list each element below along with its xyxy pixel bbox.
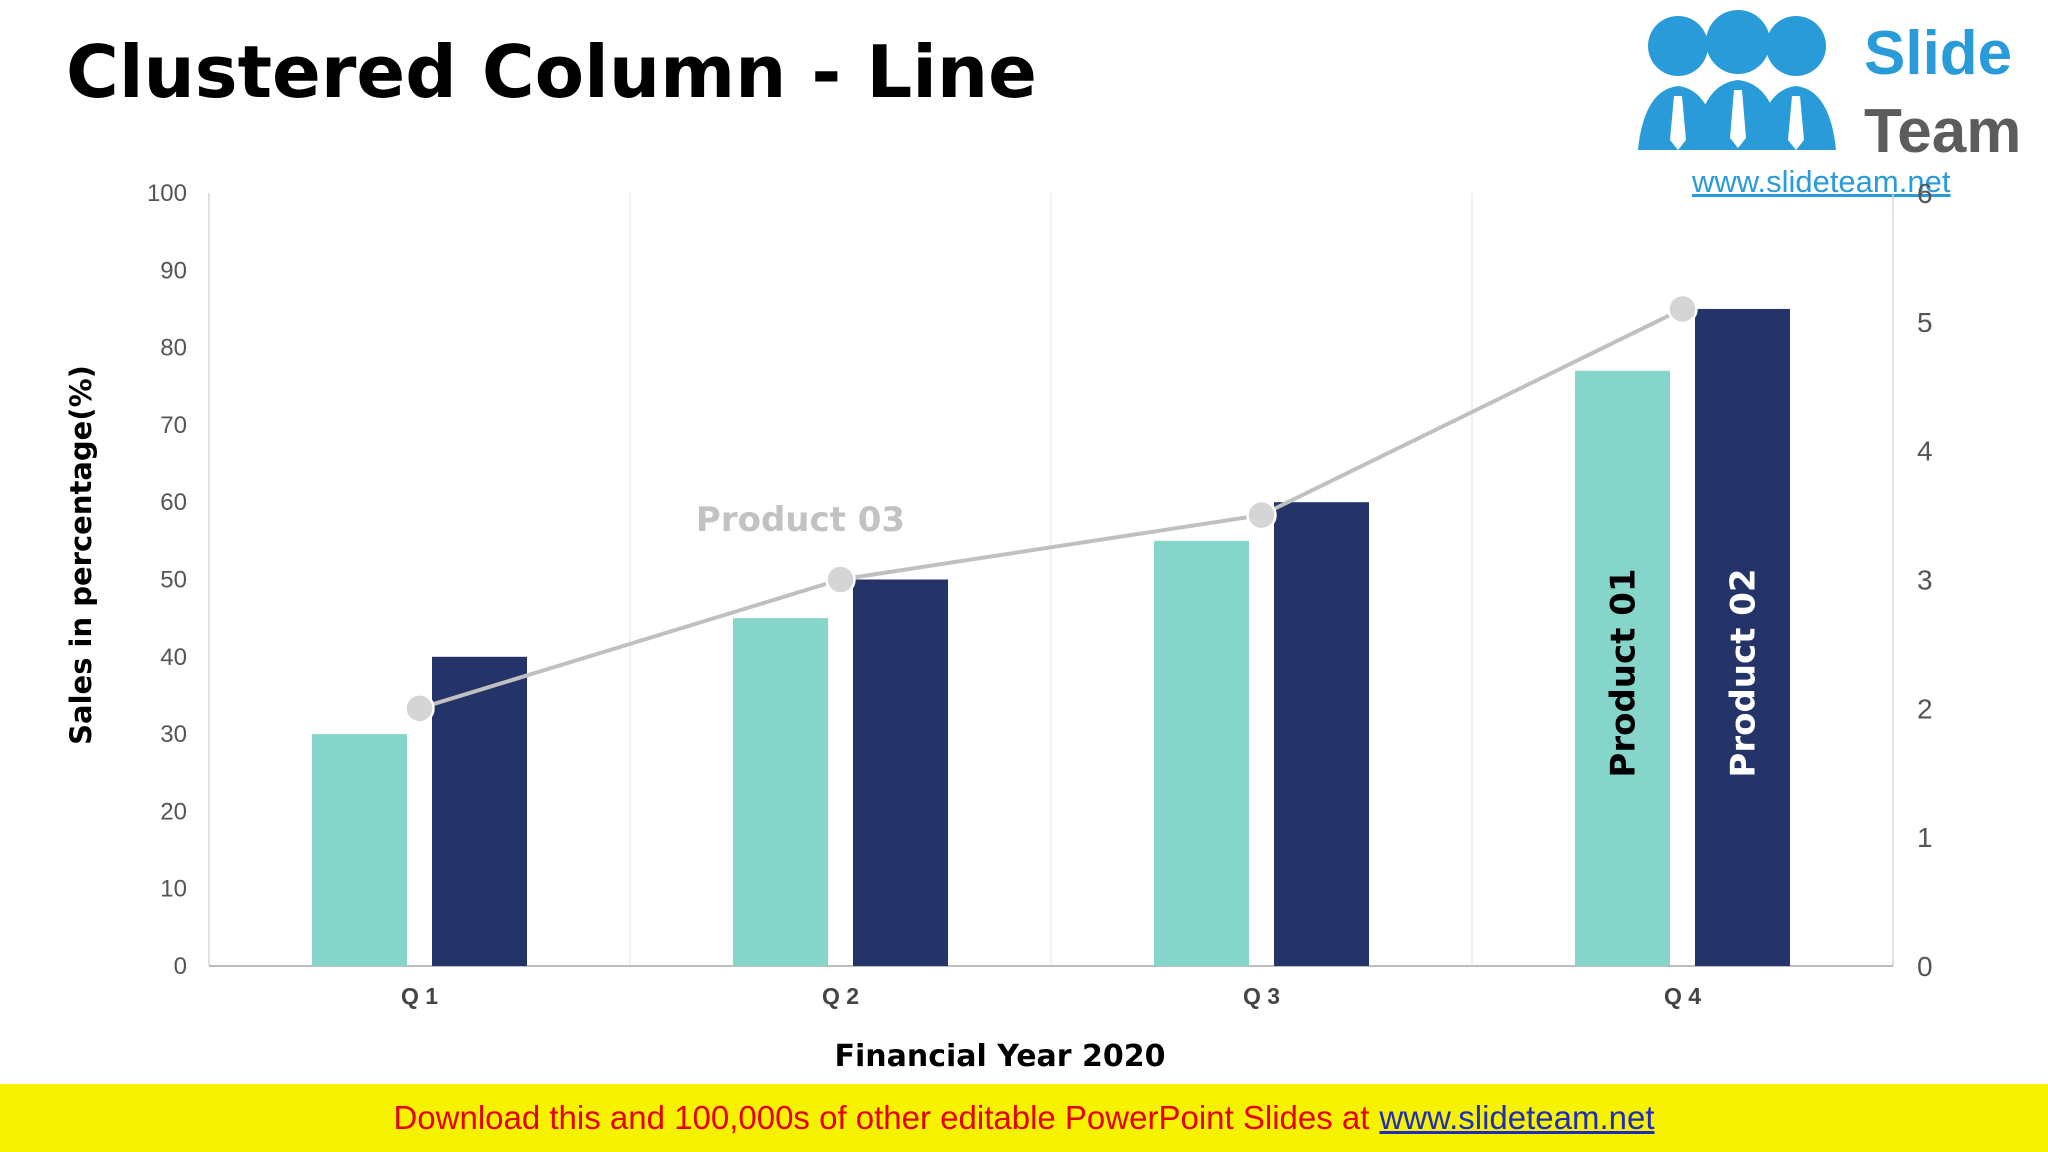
y2-tick-label: 3 [1917, 565, 1933, 596]
line-product-03 [418, 307, 1684, 711]
people-icon [1638, 10, 1836, 150]
line-point [825, 564, 856, 595]
y2-tick-label: 4 [1917, 436, 1933, 467]
y-tick-label: 100 [147, 180, 187, 207]
line-point [1667, 293, 1698, 325]
bar-product-02 [432, 656, 527, 966]
x-tick-label: Q 3 [1243, 983, 1280, 1009]
y-tick-label: 80 [160, 335, 187, 362]
y2-tick-label: 5 [1917, 307, 1933, 338]
y-tick-label: 70 [160, 412, 187, 439]
y-tick-label: 0 [174, 953, 187, 980]
slide-title: Clustered Column - Line [66, 30, 1038, 114]
series-label-product-03: Product 03 [696, 500, 905, 540]
y-axis-title: Sales in percentage(%) [64, 365, 98, 745]
clustered-column-line-chart: 0 10 20 30 40 50 60 70 80 90 100 0 1 2 3 4 5 6 Q 1 Q 2 Q 3 Q … [64, 178, 1933, 1074]
y2-tick-label: 6 [1917, 178, 1933, 209]
bar-product-01 [1154, 540, 1249, 966]
slideteam-logo: Slide Team www.slideteam.net [1636, 0, 2040, 206]
series-label-product-02: Product 02 [1724, 568, 1764, 777]
line-point [404, 693, 435, 724]
logo-word-team: Team [1864, 97, 2022, 166]
bar-product-01 [1575, 370, 1670, 966]
y-tick-label: 60 [160, 489, 187, 516]
y2-tick-label: 2 [1917, 693, 1933, 724]
y2-tick-label: 0 [1917, 951, 1933, 982]
logo-word-slide: Slide [1864, 19, 2013, 88]
bar-product-02 [1274, 502, 1369, 966]
y-tick-label: 40 [160, 644, 187, 671]
bar-product-02 [1695, 308, 1790, 966]
y-tick-label: 10 [160, 876, 187, 903]
x-tick-label: Q 4 [1664, 983, 1701, 1009]
banner-link[interactable]: www.slideteam.net [1379, 1099, 1655, 1136]
line-point [1246, 499, 1277, 531]
y2-tick-label: 1 [1917, 822, 1933, 853]
download-banner: Download this and 100,000s of other edit… [0, 1084, 2048, 1152]
y-tick-label: 90 [160, 257, 187, 284]
series-label-product-01: Product 01 [1604, 568, 1644, 777]
y-tick-label: 30 [160, 721, 187, 748]
x-tick-label: Q 1 [401, 983, 438, 1009]
bar-product-01 [312, 734, 407, 966]
logo-url-link[interactable]: www.slideteam.net [1692, 164, 1951, 199]
banner-text: Download this and 100,000s of other edit… [393, 1099, 1370, 1136]
x-tick-label: Q 2 [822, 983, 859, 1009]
bar-product-01 [733, 618, 828, 966]
y-tick-label: 20 [160, 798, 187, 825]
y-tick-label: 50 [160, 567, 187, 594]
x-axis-title: Financial Year 2020 [834, 1039, 1165, 1074]
bar-product-02 [853, 579, 948, 966]
